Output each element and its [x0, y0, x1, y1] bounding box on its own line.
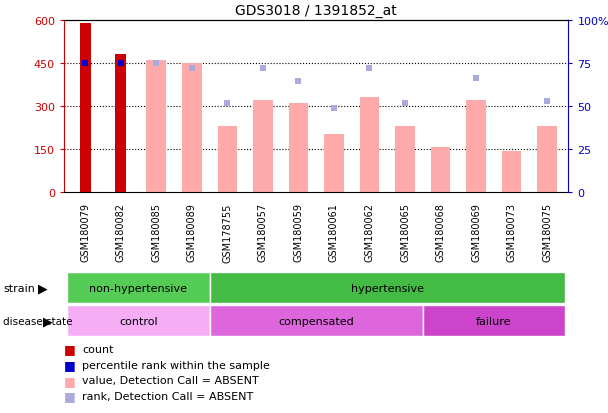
- Text: hypertensive: hypertensive: [351, 283, 424, 293]
- Text: non-hypertensive: non-hypertensive: [89, 283, 187, 293]
- Text: ■: ■: [64, 342, 76, 356]
- Text: GSM180089: GSM180089: [187, 203, 197, 262]
- Text: GSM180065: GSM180065: [400, 203, 410, 262]
- Bar: [253, 101, 272, 192]
- Text: compensated: compensated: [278, 316, 354, 326]
- Text: ■: ■: [64, 374, 76, 387]
- Text: GSM180075: GSM180075: [542, 203, 552, 262]
- Bar: [289, 104, 308, 192]
- Bar: [210, 306, 423, 337]
- Bar: [395, 126, 415, 192]
- Text: rank, Detection Call = ABSENT: rank, Detection Call = ABSENT: [82, 391, 254, 401]
- Text: count: count: [82, 344, 114, 354]
- Text: ■: ■: [64, 358, 76, 371]
- Text: ▶: ▶: [43, 315, 53, 328]
- Bar: [116, 55, 126, 192]
- Bar: [218, 126, 237, 192]
- Text: GSM180068: GSM180068: [435, 203, 446, 262]
- Bar: [502, 152, 522, 192]
- Text: failure: failure: [476, 316, 511, 326]
- Text: GSM180085: GSM180085: [151, 203, 161, 262]
- Bar: [537, 126, 557, 192]
- Bar: [466, 101, 486, 192]
- Text: GSM180079: GSM180079: [80, 203, 90, 262]
- Text: GSM178755: GSM178755: [223, 203, 232, 262]
- Bar: [67, 306, 210, 337]
- Text: GSM180061: GSM180061: [329, 203, 339, 262]
- Text: disease state: disease state: [3, 316, 72, 326]
- Bar: [431, 148, 451, 192]
- Bar: [67, 273, 210, 304]
- Text: GSM180059: GSM180059: [294, 203, 303, 262]
- Bar: [182, 64, 201, 192]
- Text: GSM180069: GSM180069: [471, 203, 481, 262]
- Bar: [147, 61, 166, 192]
- Text: ■: ■: [64, 389, 76, 403]
- Title: GDS3018 / 1391852_at: GDS3018 / 1391852_at: [235, 4, 397, 18]
- Text: GSM180073: GSM180073: [506, 203, 517, 262]
- Bar: [423, 306, 565, 337]
- Bar: [324, 135, 344, 192]
- Text: strain: strain: [3, 283, 35, 293]
- Bar: [80, 24, 91, 192]
- Text: GSM180057: GSM180057: [258, 203, 268, 262]
- Text: value, Detection Call = ABSENT: value, Detection Call = ABSENT: [82, 375, 259, 385]
- Text: GSM180062: GSM180062: [364, 203, 375, 262]
- Text: ▶: ▶: [38, 282, 47, 294]
- Bar: [210, 273, 565, 304]
- Text: percentile rank within the sample: percentile rank within the sample: [82, 360, 270, 370]
- Bar: [360, 98, 379, 192]
- Text: GSM180082: GSM180082: [116, 203, 126, 262]
- Text: control: control: [119, 316, 158, 326]
